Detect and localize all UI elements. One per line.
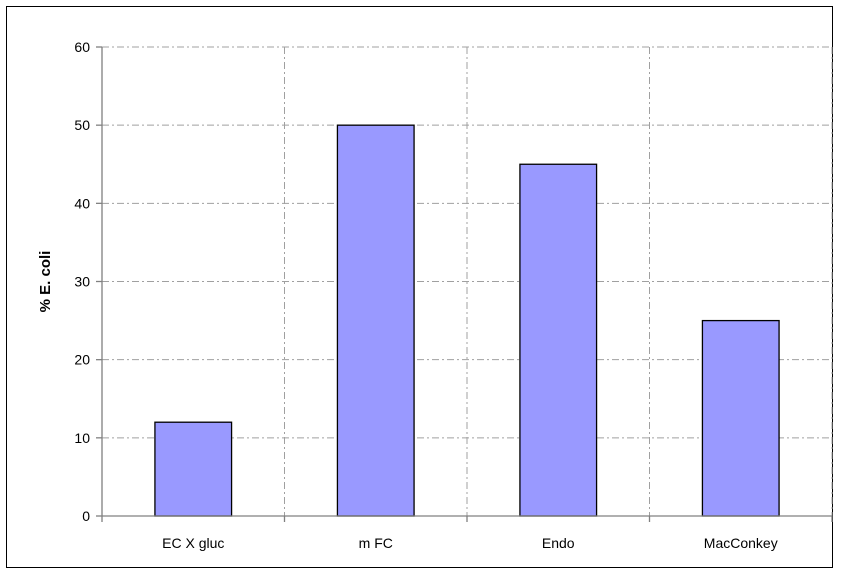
- x-tick-label-macconkey: MacConkey: [704, 535, 778, 551]
- x-tick-labels: EC X gluc m FC Endo MacConkey: [162, 535, 778, 551]
- y-tick-label-60: 60: [74, 39, 90, 55]
- bar-endo: [519, 163, 598, 517]
- bars: [154, 124, 780, 517]
- y-tick-label-0: 0: [82, 508, 90, 524]
- bar-ec-x-gluc: [154, 421, 233, 517]
- y-tick-label-10: 10: [74, 430, 90, 446]
- y-tick-labels: 0 10 20 30 40 50 60: [74, 39, 90, 524]
- x-tick-label-endo: Endo: [542, 535, 575, 551]
- chart-frame: [6, 6, 833, 568]
- y-tick-label-50: 50: [74, 117, 90, 133]
- y-tick-label-40: 40: [74, 195, 90, 211]
- y-tick-label-30: 30: [74, 274, 90, 290]
- bar-macconkey: [701, 319, 780, 517]
- x-tick-label-ec-x-gluc: EC X gluc: [162, 535, 224, 551]
- bar-m-fc: [336, 124, 415, 517]
- y-tick-label-20: 20: [74, 352, 90, 368]
- x-tick-label-m-fc: m FC: [359, 535, 393, 551]
- y-axis-title: % E. coli: [37, 251, 54, 313]
- axes: [96, 46, 833, 522]
